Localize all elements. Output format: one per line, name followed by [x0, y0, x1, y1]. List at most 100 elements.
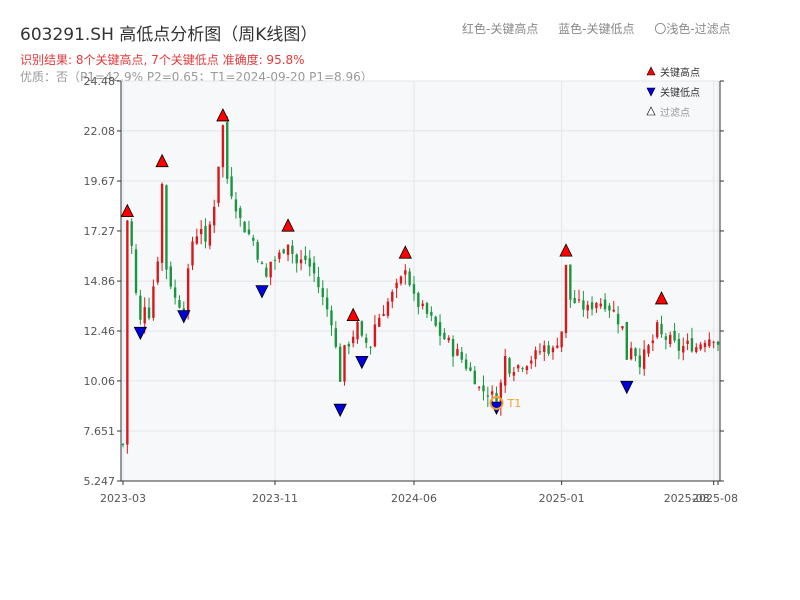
candle-body	[347, 343, 351, 347]
candle	[543, 340, 546, 361]
candle	[564, 264, 568, 339]
candle-body	[512, 372, 516, 376]
candle	[304, 246, 307, 265]
y-tick-label: 12.46	[84, 325, 116, 338]
candle	[226, 116, 229, 184]
candle-body	[373, 324, 377, 347]
key-low-marker	[333, 403, 347, 418]
top-legend: 红色-关键高点 蓝色-关键低点 〇浅色-过滤点	[462, 20, 747, 37]
top-legend-high: 红色-关键高点	[462, 22, 539, 36]
candle	[595, 302, 598, 313]
candle-body	[634, 348, 637, 357]
candle	[330, 305, 333, 336]
key-low-marker	[620, 380, 634, 395]
candle-body	[577, 299, 581, 301]
candle	[660, 315, 663, 338]
candle	[486, 386, 490, 408]
candle	[634, 347, 637, 362]
candle	[378, 313, 381, 328]
candle	[404, 264, 407, 285]
candle	[712, 340, 715, 349]
key-high-marker	[654, 291, 669, 305]
candle-body	[365, 337, 368, 343]
candle	[338, 343, 342, 382]
candle-body	[629, 348, 633, 360]
candle	[234, 192, 238, 219]
candle	[517, 364, 520, 373]
candle	[395, 278, 398, 299]
candle	[603, 293, 607, 312]
candle	[651, 334, 655, 352]
y-tick-label: 14.86	[84, 275, 116, 288]
candle	[590, 296, 594, 316]
candle	[612, 301, 615, 313]
candle-body	[304, 255, 307, 260]
candle-body	[521, 368, 524, 370]
candle	[608, 303, 611, 319]
candle	[134, 244, 138, 296]
chart-title: 603291.SH 高低点分析图（周K线图）	[20, 25, 318, 45]
candle	[178, 295, 181, 309]
candle	[534, 346, 537, 367]
candle-body	[160, 183, 164, 263]
legend-high-label: 关键高点	[660, 66, 700, 79]
candle-body	[503, 355, 507, 386]
candle	[451, 335, 455, 367]
candle	[655, 319, 659, 340]
candle	[508, 356, 511, 378]
legend-low-icon	[646, 87, 656, 97]
candle-body	[451, 339, 455, 357]
candle	[664, 333, 668, 350]
candle	[386, 298, 390, 319]
candle	[695, 343, 698, 354]
candle-body	[490, 391, 494, 395]
candle-body	[499, 382, 503, 406]
candle-body	[291, 245, 294, 254]
key-high-marker	[120, 203, 134, 218]
candle-body	[530, 360, 533, 364]
candle-body	[642, 349, 646, 369]
x-tick-label: 2025-01	[539, 492, 585, 505]
candle-body	[147, 307, 151, 319]
candle	[221, 124, 225, 178]
candle	[365, 333, 368, 349]
candle	[569, 264, 572, 308]
candle	[351, 330, 355, 348]
candle-body	[286, 244, 290, 255]
candle	[690, 327, 694, 353]
candle-body	[695, 347, 698, 352]
candle	[638, 348, 642, 375]
key-low-marker	[255, 285, 269, 299]
legend-high-icon	[646, 66, 656, 76]
candle-body	[265, 267, 268, 277]
candle	[647, 343, 650, 357]
candle-body	[360, 321, 364, 336]
candle-body	[655, 322, 659, 338]
candle-body	[199, 229, 203, 235]
candle-body	[599, 303, 602, 307]
candle	[156, 256, 159, 285]
candle-body	[143, 307, 146, 324]
candle-body	[699, 344, 702, 350]
candle-body	[603, 299, 607, 310]
candle	[430, 306, 433, 322]
candle	[312, 256, 316, 283]
candle-body	[173, 287, 177, 298]
candle-body	[273, 259, 277, 261]
candle-body	[508, 358, 511, 374]
candle-body	[226, 122, 229, 179]
candle-body	[682, 346, 685, 353]
candle-body	[130, 221, 133, 246]
candle-body	[338, 346, 342, 382]
candle-body	[334, 328, 338, 347]
candle-body	[625, 322, 628, 360]
candle	[673, 323, 676, 343]
candle	[434, 315, 437, 328]
candle	[625, 321, 628, 360]
candle-body	[252, 237, 255, 241]
candle-body	[425, 303, 429, 314]
candle-body	[217, 166, 220, 204]
candle	[703, 339, 707, 353]
x-tick-label: 2025-08	[664, 492, 710, 505]
